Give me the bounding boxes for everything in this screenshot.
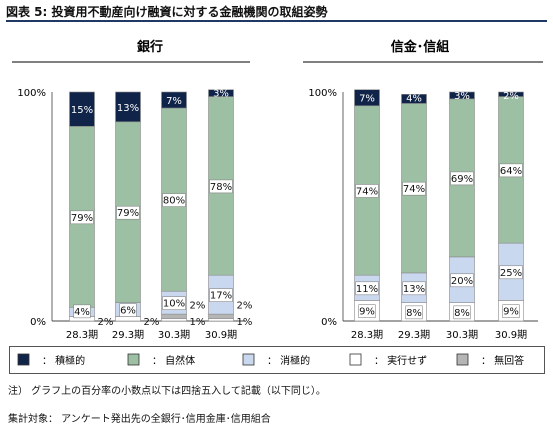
x-tick-label: 28.3期	[351, 329, 383, 341]
data-label: 2%	[503, 91, 519, 102]
data-label-box	[402, 281, 426, 296]
data-label: 79%	[71, 213, 93, 224]
data-label-box	[355, 281, 379, 296]
data-label: 74%	[356, 186, 378, 197]
data-label: 80%	[163, 196, 185, 207]
stacked-bar-charts: 銀行100%0%15%79%4%2%28.3期13%79%6%2%29.3期7%…	[12, 39, 543, 341]
data-label-box	[358, 304, 376, 318]
chart-title-0: 銀行	[137, 39, 163, 55]
data-label-box	[209, 179, 233, 194]
x-tick-label: 29.3期	[112, 329, 144, 341]
bar-segment-none	[161, 318, 187, 322]
y-tick-label: 0%	[30, 317, 46, 328]
data-label-box	[162, 296, 186, 310]
chart-title-1: 信金･信組	[391, 39, 450, 55]
data-label: 20%	[451, 276, 473, 287]
data-label-box	[499, 265, 523, 280]
bar-segment-active	[498, 91, 524, 97]
x-tick-label: 30.3期	[446, 329, 478, 341]
data-label: 2%	[237, 300, 253, 311]
data-label: 1%	[237, 317, 253, 328]
legend-label-passive: ： 消極的	[267, 354, 310, 367]
data-label: 78%	[210, 182, 232, 193]
data-label: 79%	[117, 208, 139, 219]
bar-segment-active	[69, 91, 95, 127]
data-label: 7%	[166, 96, 182, 107]
title-rule	[6, 20, 547, 22]
bar-segment-none	[208, 318, 234, 322]
bar-segment-active	[449, 91, 475, 100]
bar-segment-active	[115, 91, 141, 123]
data-label: 9%	[359, 307, 375, 318]
bar-segment-none	[115, 316, 141, 322]
data-label: 17%	[210, 291, 232, 302]
bar-segment-noanswer	[208, 313, 234, 320]
data-label-box	[116, 205, 140, 220]
data-label-box	[355, 184, 379, 198]
data-label: 25%	[500, 268, 522, 279]
data-label: 74%	[403, 184, 425, 195]
data-label-box	[162, 193, 186, 207]
legend-swatch-active	[17, 353, 30, 366]
legend: ： 積極的 ： 自然体 ： 消極的 ： 実行せず ： 無回答	[9, 346, 545, 374]
data-label: 7%	[359, 94, 375, 105]
y-tick-label: 100%	[17, 88, 46, 99]
data-label: 8%	[454, 308, 470, 319]
x-tick-label: 30.9期	[205, 329, 237, 341]
bar-segment-active	[354, 89, 380, 107]
data-label-box	[402, 181, 426, 196]
data-label: 2%	[190, 300, 206, 311]
data-label: 13%	[403, 284, 425, 295]
legend-label-none: ： 実行せず	[374, 354, 427, 367]
bar-segment-noanswer	[161, 313, 187, 320]
data-label-box	[70, 210, 94, 225]
y-tick-label: 100%	[308, 88, 337, 99]
data-label: 2%	[144, 317, 160, 328]
legend-swatch-neutral	[127, 353, 140, 366]
data-label: 2%	[98, 317, 114, 328]
data-label: 4%	[406, 93, 422, 104]
data-label: 8%	[406, 308, 422, 319]
data-label-box	[209, 288, 233, 302]
x-tick-label: 28.3期	[66, 329, 98, 341]
data-label: 10%	[163, 299, 185, 310]
legend-items: ： 積極的 ： 自然体 ： 消極的 ： 実行せず ： 無回答	[17, 353, 524, 367]
legend-label-neutral: ： 自然体	[152, 354, 195, 367]
data-label-box	[119, 303, 137, 317]
data-label-box	[502, 304, 520, 318]
bar-segment-active	[401, 93, 427, 104]
data-label: 4%	[74, 307, 90, 318]
data-label: 11%	[356, 284, 378, 295]
x-tick-label: 30.9期	[495, 329, 527, 341]
aggregation-note: 集計対象： アンケート発出先の全銀行･信用金庫･信用組合	[8, 414, 271, 425]
data-label-box	[453, 305, 471, 320]
data-label-box	[499, 163, 523, 178]
data-label-box	[450, 273, 474, 288]
data-label-box	[450, 171, 474, 186]
data-label: 13%	[117, 103, 139, 114]
data-label-box	[73, 304, 91, 319]
data-label-box	[405, 305, 423, 320]
y-tick-label: 0%	[321, 317, 337, 328]
data-label: 6%	[120, 306, 136, 317]
figure-title: 図表 5: 投資用不動産向け融資に対する金融機関の取組姿勢	[6, 5, 328, 19]
data-label: 69%	[451, 174, 473, 185]
data-label: 64%	[500, 166, 522, 177]
footnote: 注） グラフ上の百分率の小数点以下は四捨五入して記載（以下同じ）。	[8, 386, 326, 397]
data-label: 15%	[71, 105, 93, 116]
data-label: 9%	[503, 307, 519, 318]
data-label: 3%	[213, 89, 229, 100]
legend-label-active: ： 積極的	[42, 354, 85, 367]
legend-swatch-noanswer	[456, 353, 469, 366]
x-tick-label: 29.3期	[398, 329, 430, 341]
legend-label-noanswer: ： 無回答	[481, 354, 524, 367]
legend-swatch-none	[349, 353, 362, 366]
bar-segment-active	[208, 89, 234, 97]
bar-segment-active	[161, 91, 187, 109]
x-tick-label: 30.3期	[158, 329, 190, 341]
data-label: 1%	[190, 317, 206, 328]
data-label: 3%	[454, 91, 470, 102]
legend-swatch-passive	[242, 353, 255, 366]
